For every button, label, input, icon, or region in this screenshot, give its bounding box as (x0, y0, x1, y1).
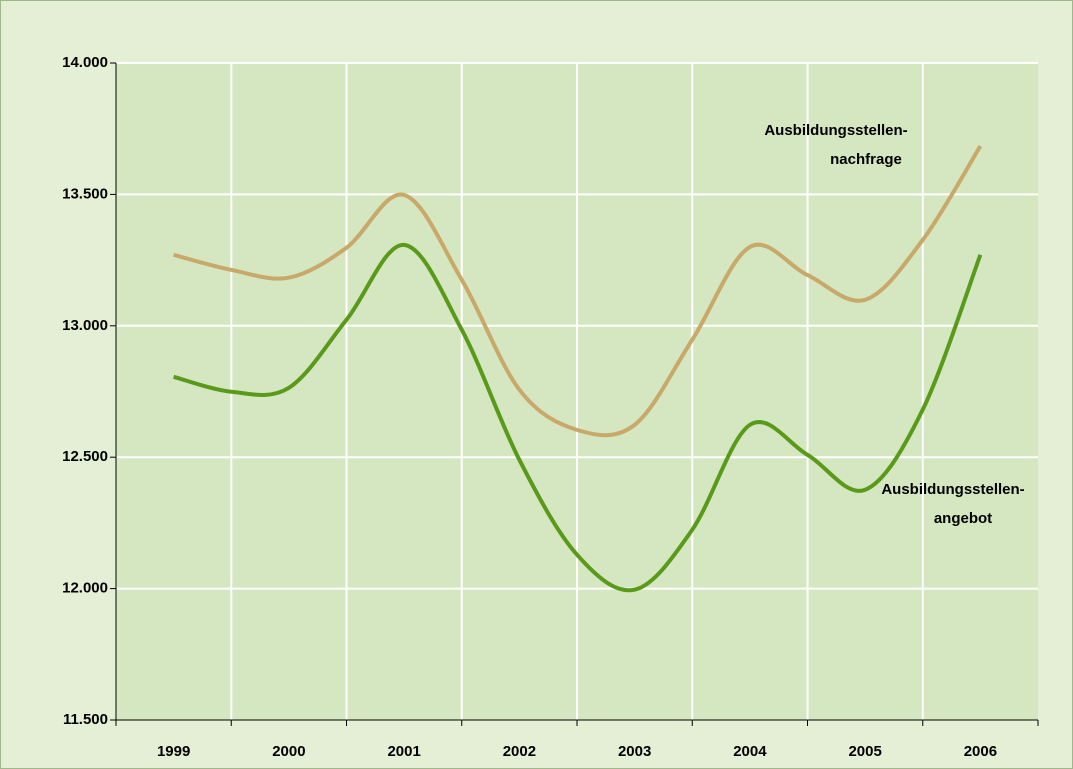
x-tick-label: 2006 (964, 743, 997, 760)
x-tick-label: 2005 (848, 743, 881, 760)
annotation: nachfrage (830, 151, 902, 168)
x-tick-label: 1999 (157, 743, 190, 760)
y-tick-label: 12.500 (62, 448, 108, 465)
annotation: Ausbildungsstellen- (881, 481, 1024, 498)
line-series (173, 144, 983, 438)
x-tick-label: 2000 (272, 743, 305, 760)
x-tick-label: 2002 (503, 743, 536, 760)
y-tick-label: 12.000 (62, 580, 108, 597)
y-tick-label: 11.500 (63, 711, 108, 728)
annotation: angebot (934, 510, 992, 527)
y-tick-label: 14.000 (62, 54, 108, 71)
x-tick-label: 2003 (618, 743, 651, 760)
line-series (173, 242, 983, 593)
y-tick-label: 13.500 (62, 185, 108, 202)
y-tick-label: 13.000 (62, 317, 108, 334)
x-tick-label: 2004 (733, 743, 767, 760)
annotation: Ausbildungsstellen- (764, 122, 907, 139)
x-tick-label: 2001 (387, 743, 420, 760)
